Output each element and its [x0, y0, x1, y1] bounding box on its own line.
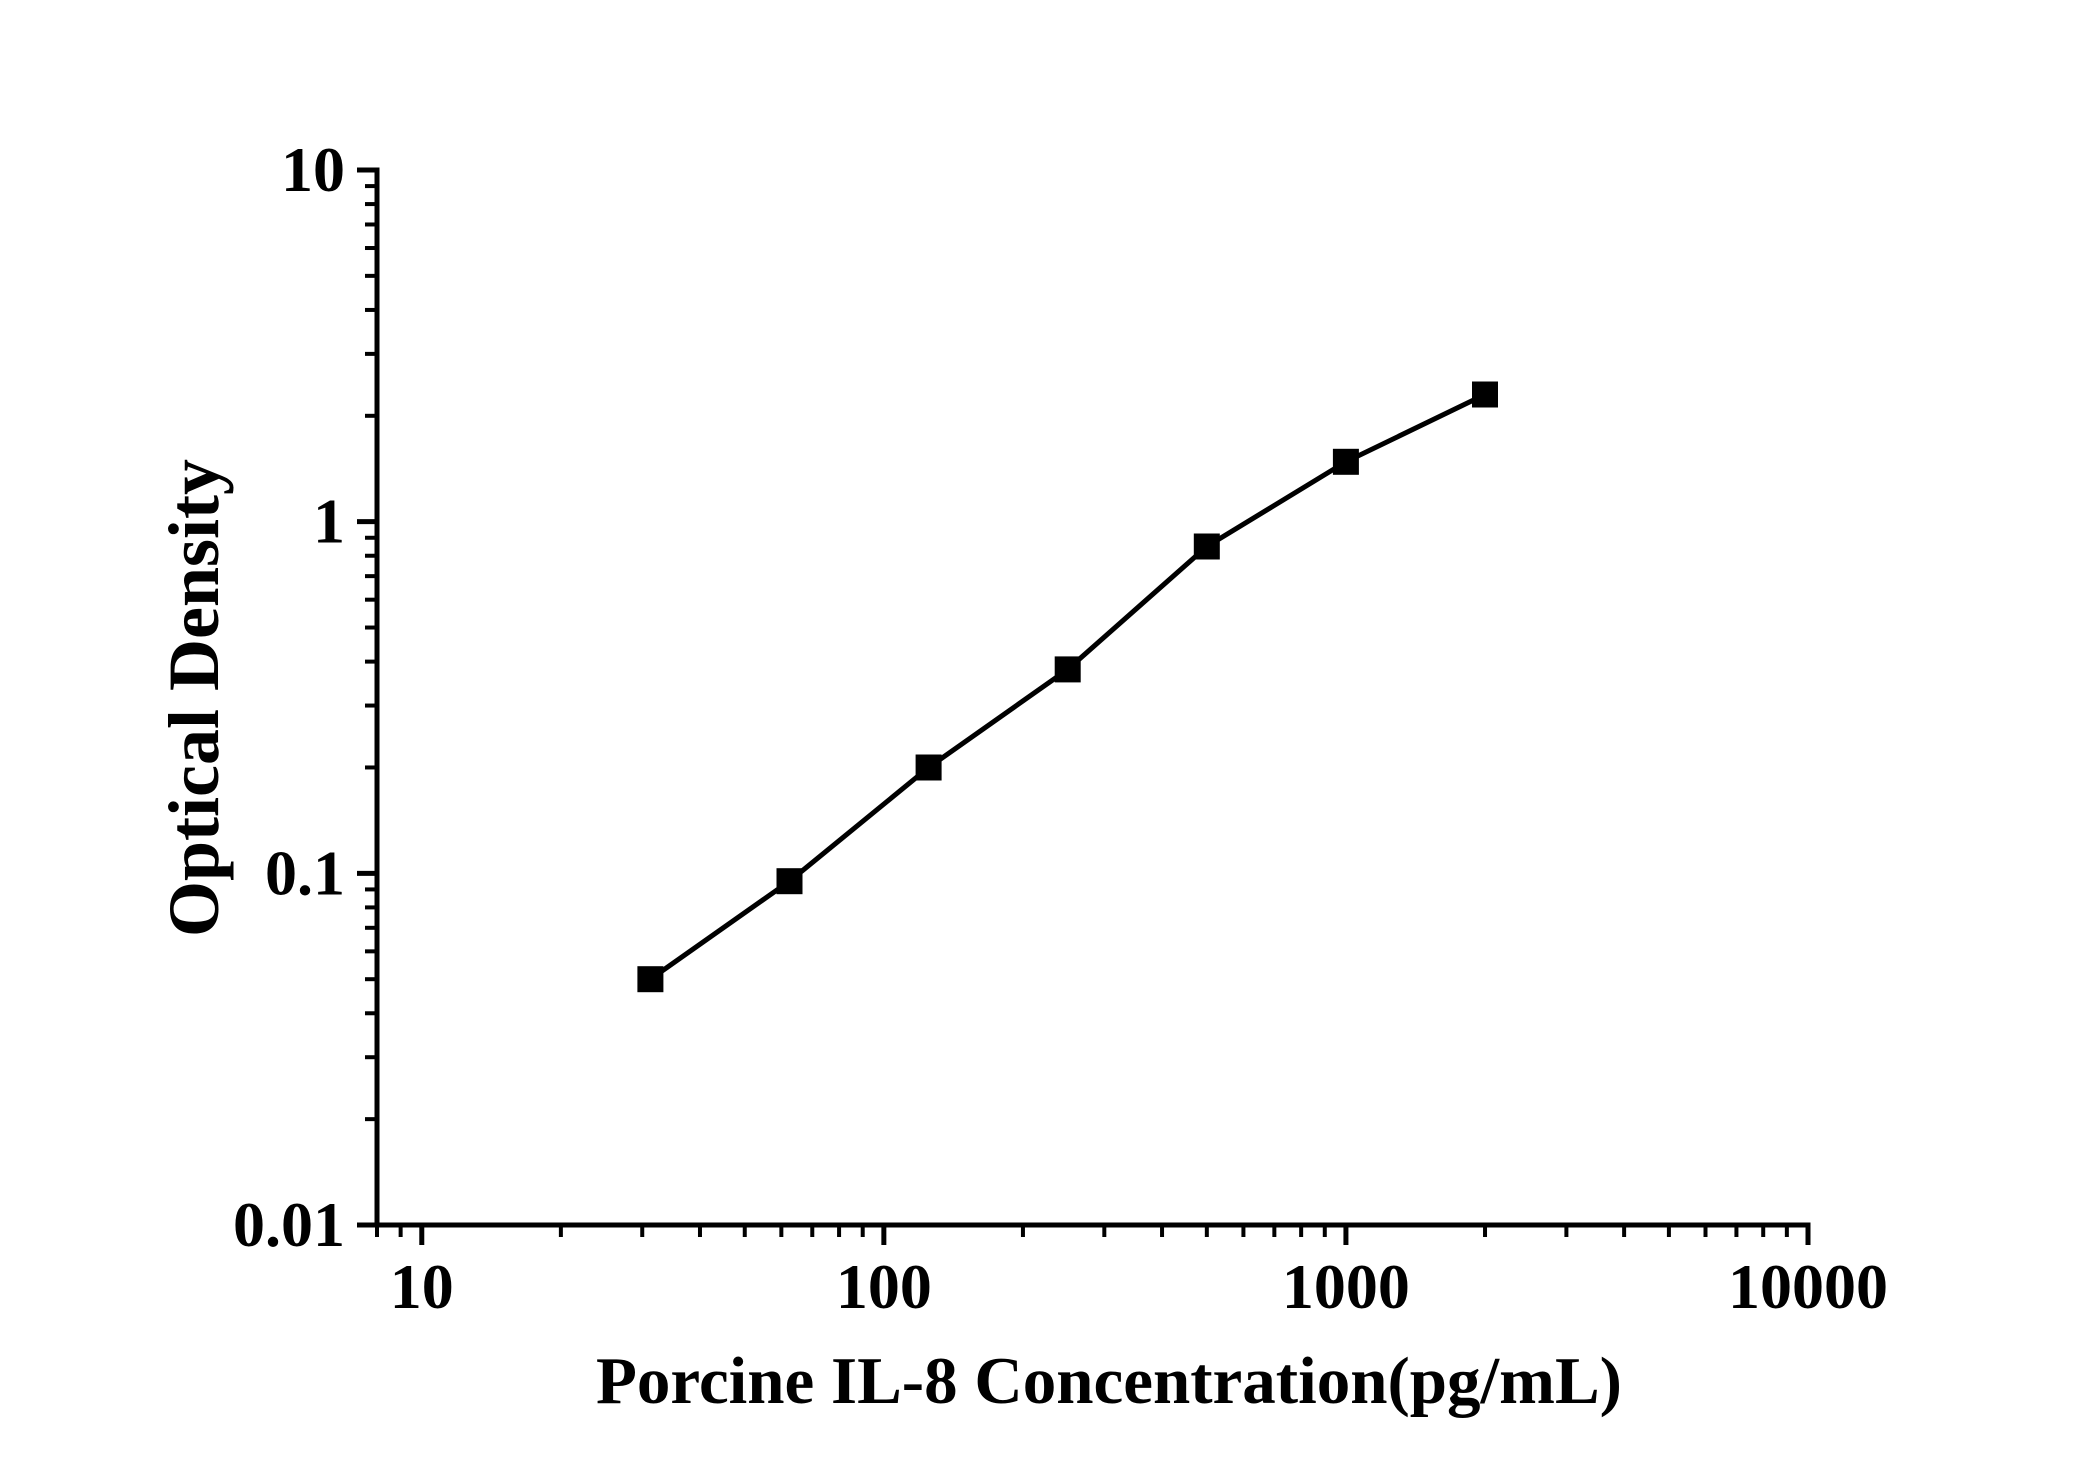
y-axis-title: Optical Density	[154, 459, 234, 937]
data-point-marker	[1193, 533, 1220, 560]
data-point-marker	[1054, 656, 1081, 683]
y-tick-label: 0.1	[265, 837, 345, 908]
data-point-marker	[1472, 381, 1498, 408]
x-axis-title: Porcine IL-8 Concentration(pg/mL)	[596, 1344, 1622, 1418]
data-point-marker	[637, 966, 664, 993]
x-tick-label: 100	[836, 1251, 932, 1322]
x-tick-label: 10	[390, 1251, 454, 1322]
y-tick-label: 10	[281, 134, 345, 205]
axis-spines	[374, 167, 1811, 1228]
series-line	[648, 392, 1487, 982]
y-tick-label: 1	[313, 486, 345, 557]
data-point-marker	[776, 868, 803, 895]
x-tick-label: 1000	[1282, 1251, 1410, 1322]
plot-area: 10 100 1000 10000 0.01 0.1 1 10	[233, 134, 1888, 1322]
y-tick-label: 0.01	[233, 1189, 345, 1260]
x-tick-label: 10000	[1728, 1251, 1888, 1322]
data-point-marker	[915, 754, 942, 781]
data-point-marker	[1332, 448, 1359, 475]
